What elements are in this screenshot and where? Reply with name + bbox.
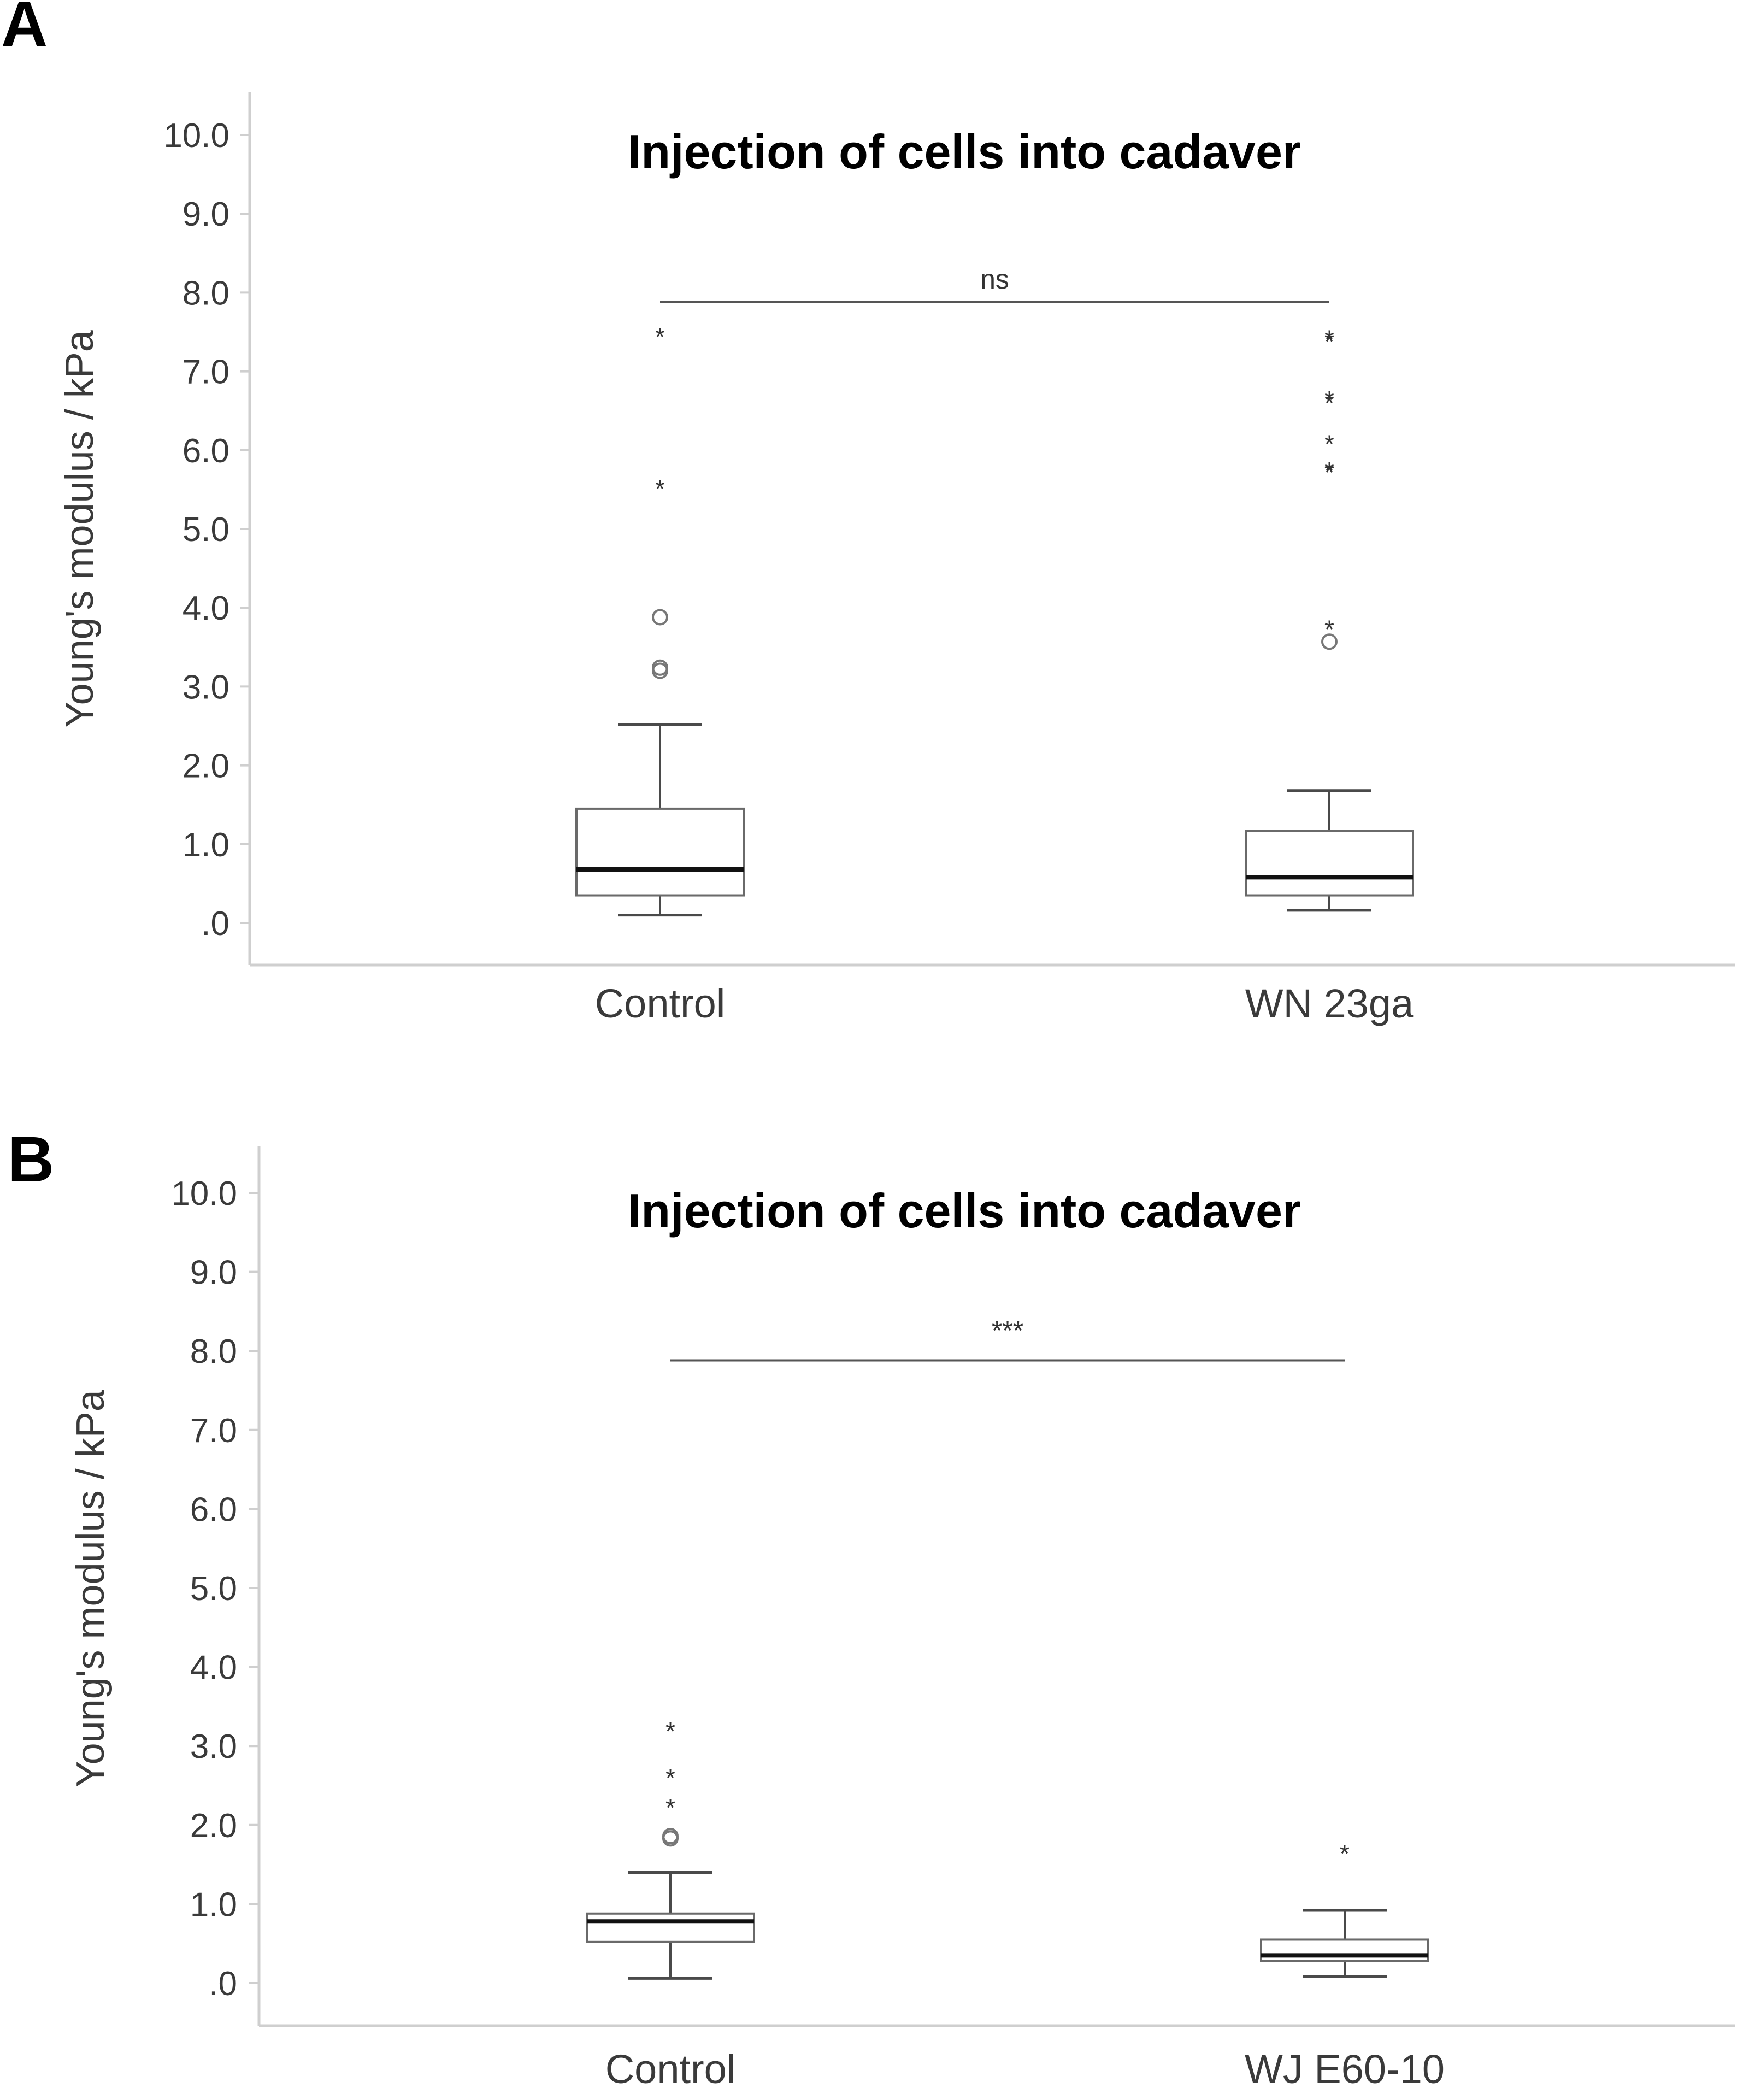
y-tick-label: 4.0: [190, 1649, 237, 1687]
y-tick-label: 6.0: [182, 432, 229, 470]
x-category-label: WJ E60-10: [1245, 2046, 1445, 2092]
outlier-star: *: [1324, 389, 1334, 417]
outlier-star: *: [665, 1763, 675, 1792]
outlier-star: *: [1324, 458, 1334, 486]
y-tick-label: 3.0: [182, 668, 229, 706]
chart-title: Injection of cells into cadaver: [628, 125, 1301, 179]
y-axis-label: Young's modulus / kPa: [69, 1389, 113, 1787]
y-tick-label: 4.0: [182, 590, 229, 627]
outlier-star: *: [665, 1717, 675, 1745]
y-tick-label: 9.0: [182, 196, 229, 233]
chart-panel-b: B Injection of cells into cadaver .0 1.0 2.0…: [8, 1123, 1735, 2092]
outlier-star: *: [1324, 327, 1334, 356]
y-tick-label: 7.0: [182, 354, 229, 391]
iqr-box: [575, 807, 745, 897]
outlier-star: *: [1324, 457, 1334, 485]
y-tick-label: 8.0: [190, 1333, 237, 1370]
significance-label: ns: [980, 264, 1009, 295]
y-tick-label: .0: [209, 1965, 237, 2003]
y-tick-label: 5.0: [190, 1570, 237, 1608]
x-category-label: Control: [595, 981, 726, 1026]
panel-letter: B: [8, 1123, 54, 1196]
y-tick-label: 2.0: [190, 1807, 237, 1845]
y-tick-label: 1.0: [182, 826, 229, 864]
box-control: ***: [586, 1717, 755, 1980]
significance-label: ***: [992, 1315, 1023, 1346]
outlier-star: *: [1324, 386, 1334, 414]
outlier-star: *: [655, 322, 665, 351]
y-tick-label: 10.0: [163, 117, 229, 155]
outlier-star: *: [1340, 1839, 1350, 1868]
outlier-star: *: [1324, 615, 1334, 643]
y-tick-label: 3.0: [190, 1728, 237, 1766]
outlier-circle: [662, 1828, 679, 1845]
box-control: **: [575, 322, 745, 917]
y-axis-label: Young's modulus / kPa: [58, 330, 102, 728]
y-tick-label: 6.0: [190, 1491, 237, 1528]
outlier-circle: [1321, 633, 1338, 650]
x-category-label: WN 23ga: [1245, 981, 1414, 1026]
y-tick-label: .0: [201, 905, 229, 943]
chart-panel-a: A Injection of cells into cadaver .0 1.0 2.0…: [1, 0, 1735, 1026]
outlier-star: *: [1324, 325, 1334, 354]
y-tick-label: 8.0: [182, 274, 229, 312]
y-tick-label: 5.0: [182, 511, 229, 549]
y-tick-label: 1.0: [190, 1886, 237, 1923]
y-tick-label: 9.0: [190, 1254, 237, 1292]
outlier-star: *: [665, 1793, 675, 1822]
outlier-circle: [652, 609, 668, 626]
y-tick-label: 7.0: [190, 1412, 237, 1450]
x-category-label: Control: [605, 2046, 736, 2092]
box-wj-e60-10: *: [1260, 1839, 1429, 1978]
outlier-star: *: [1324, 430, 1334, 458]
iqr-box: [586, 1912, 755, 1943]
iqr-box: [1245, 830, 1414, 897]
panel-letter: A: [1, 0, 48, 60]
y-tick-label: 2.0: [182, 748, 229, 785]
outlier-star: *: [655, 475, 665, 503]
chart-title: Injection of cells into cadaver: [628, 1184, 1301, 1238]
outlier-circle: [652, 659, 668, 676]
iqr-box: [1260, 1938, 1429, 1962]
box-wn-23ga: ********: [1245, 325, 1414, 912]
y-tick-label: 10.0: [171, 1175, 237, 1213]
